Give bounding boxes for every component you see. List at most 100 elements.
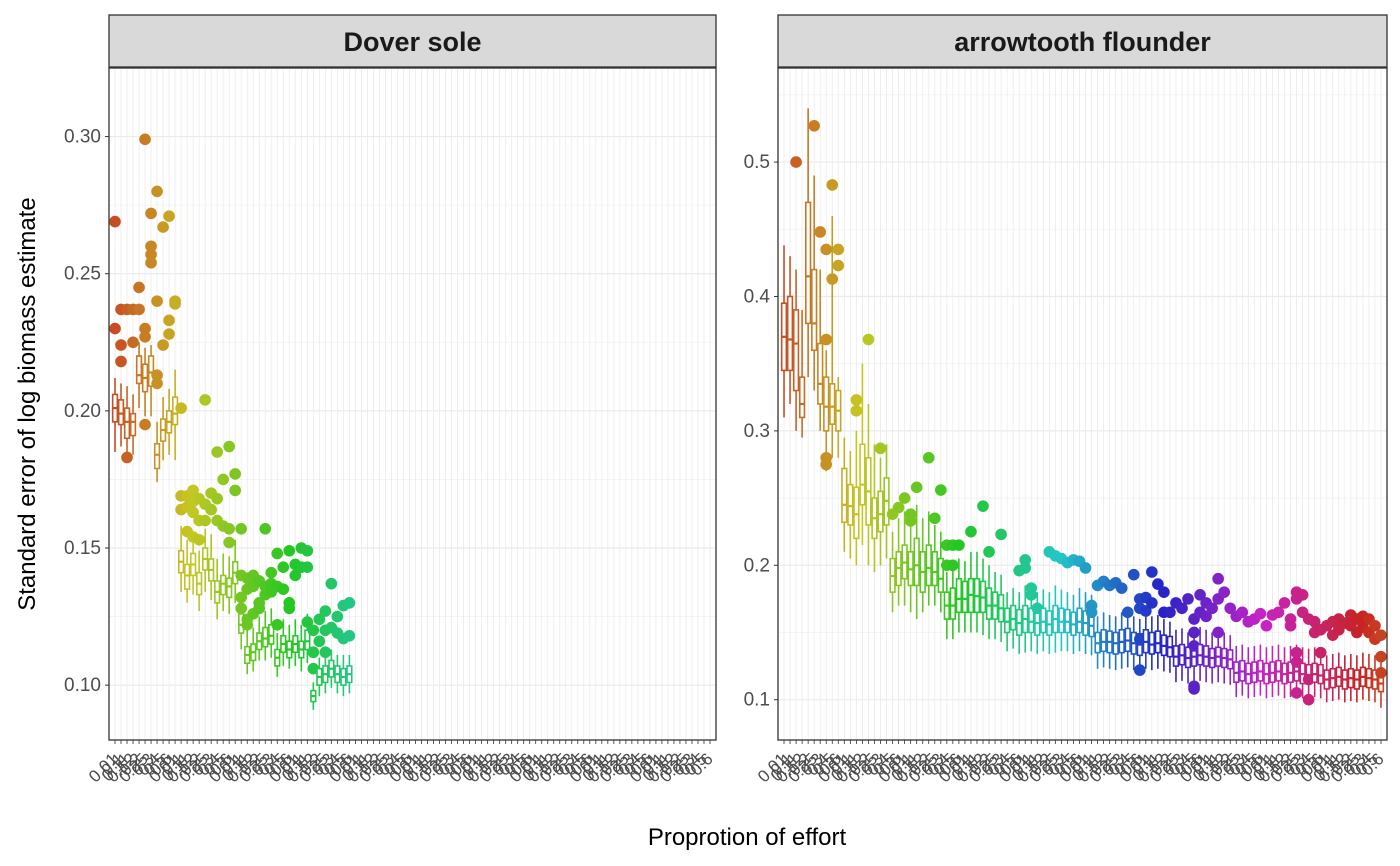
outlier-point xyxy=(211,492,223,505)
outlier-point xyxy=(307,646,320,659)
outlier-point xyxy=(1085,606,1098,619)
outlier-point xyxy=(1375,629,1387,641)
outlier-point xyxy=(1158,586,1170,598)
box-iqr xyxy=(1058,607,1065,634)
outlier-point xyxy=(307,624,320,637)
box-iqr xyxy=(859,443,866,506)
panel-arrowtooth-flounder: arrowtooth flounder 0.10.20.30.40.50.010… xyxy=(744,14,1388,786)
outlier-point xyxy=(1127,568,1140,581)
outlier-point xyxy=(319,605,332,617)
outlier-point xyxy=(1218,586,1231,598)
box-iqr xyxy=(955,577,963,614)
outlier-point xyxy=(820,333,833,346)
outlier-point xyxy=(1272,606,1285,619)
box-iqr xyxy=(925,544,932,587)
outlier-point xyxy=(313,613,326,626)
outlier-point xyxy=(235,602,248,615)
outlier-point xyxy=(820,243,833,256)
outlier-point xyxy=(193,533,205,546)
outlier-point xyxy=(1254,607,1267,620)
outlier-point xyxy=(235,523,248,535)
outlier-point xyxy=(301,544,314,557)
box-iqr xyxy=(937,557,944,593)
outlier-point xyxy=(832,243,845,256)
outlier-point xyxy=(289,569,302,582)
box-iqr xyxy=(117,399,125,426)
outlier-point xyxy=(163,328,175,340)
outlier-point xyxy=(1200,610,1212,623)
outlier-point xyxy=(121,451,133,464)
outlier-point xyxy=(229,468,242,480)
outlier-point xyxy=(265,566,278,579)
y-tick-label: 0.15 xyxy=(64,538,101,559)
outlier-point xyxy=(145,256,157,269)
panel-dover-sole: Dover sole 0.100.150.200.250.300.010.10.… xyxy=(64,14,717,786)
y-tick-label: 0.25 xyxy=(64,264,101,285)
outlier-point xyxy=(1224,602,1237,615)
panel-title-dover-sole: Dover sole xyxy=(343,27,481,57)
box-iqr xyxy=(829,383,836,425)
outlier-point xyxy=(862,333,875,346)
box-iqr xyxy=(129,412,137,437)
outlier-point xyxy=(995,528,1007,541)
y-tick-label: 0.10 xyxy=(64,675,101,696)
box-iqr xyxy=(792,309,800,392)
outlier-point xyxy=(1188,683,1200,695)
box-iqr xyxy=(153,442,161,470)
outlier-point xyxy=(139,133,151,146)
box-iqr xyxy=(1040,607,1047,634)
box-iqr xyxy=(913,537,920,587)
outlier-point xyxy=(1121,606,1134,619)
outlier-point xyxy=(1115,582,1128,594)
outlier-point xyxy=(1369,619,1381,632)
outlier-point xyxy=(1019,554,1032,566)
outlier-point xyxy=(277,561,290,573)
outlier-point xyxy=(1284,619,1297,632)
outlier-point xyxy=(1146,566,1158,578)
outlier-point xyxy=(1260,619,1273,632)
outlier-point xyxy=(139,331,151,343)
box-iqr xyxy=(1003,607,1011,634)
outlier-point xyxy=(301,616,314,628)
outlier-point xyxy=(151,377,163,390)
outlier-point xyxy=(1079,562,1092,574)
outlier-point xyxy=(235,591,248,604)
outlier-point xyxy=(934,484,947,496)
outlier-point xyxy=(115,339,127,351)
y-tick-label: 0.5 xyxy=(744,152,770,173)
strip-background xyxy=(108,14,717,68)
outlier-point xyxy=(1308,615,1321,628)
box-iqr xyxy=(123,407,131,440)
outlier-point xyxy=(343,597,356,609)
box-iqr xyxy=(841,467,848,524)
box-iqr xyxy=(1028,607,1035,634)
outlier-point xyxy=(892,501,905,514)
outlier-point xyxy=(1290,687,1303,699)
outlier-point xyxy=(145,240,157,253)
outlier-point xyxy=(1212,572,1224,585)
outlier-point xyxy=(1278,597,1291,609)
box-iqr xyxy=(1154,630,1162,654)
outlier-point xyxy=(151,185,163,198)
outlier-point xyxy=(1025,589,1038,601)
y-axis-title: Standard error of log biomass estimate xyxy=(14,197,41,611)
outlier-point xyxy=(157,339,169,351)
outlier-point xyxy=(127,336,139,349)
outlier-point xyxy=(223,523,235,535)
panel-border xyxy=(108,67,717,741)
plot-area-dover-sole: 0.100.150.200.250.300.010.10.110.120.20.… xyxy=(64,67,717,786)
outlier-point xyxy=(259,523,272,535)
outlier-point xyxy=(874,442,887,455)
outlier-point xyxy=(1290,646,1303,659)
outlier-point xyxy=(133,303,145,316)
outlier-point xyxy=(151,295,163,307)
outlier-point xyxy=(977,500,989,512)
outlier-point xyxy=(199,514,211,527)
outlier-point xyxy=(187,484,199,497)
box-iqr xyxy=(985,587,993,620)
outlier-point xyxy=(223,440,235,453)
outlier-point xyxy=(904,515,917,527)
box-iqr xyxy=(220,574,227,596)
panel-border xyxy=(777,67,1388,741)
outlier-point xyxy=(145,248,157,261)
